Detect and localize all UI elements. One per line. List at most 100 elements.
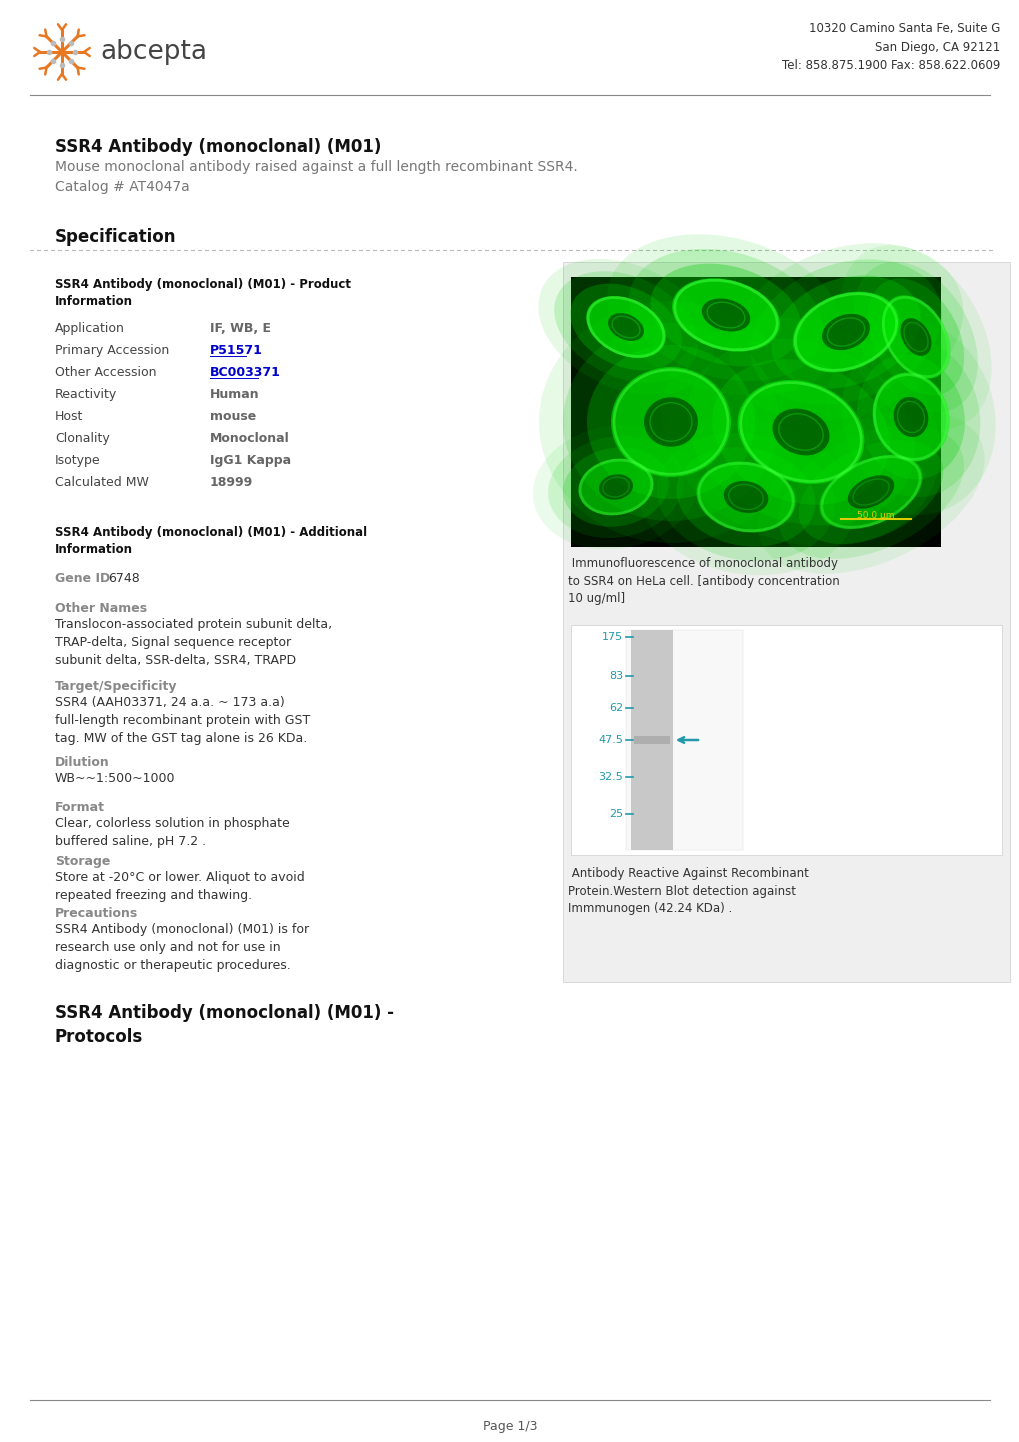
Ellipse shape [840,245,990,428]
Text: Store at -20°C or lower. Aliquot to avoid
repeated freezing and thawing.: Store at -20°C or lower. Aliquot to avoi… [55,871,305,903]
Text: Primary Accession: Primary Accession [55,345,169,358]
Text: 62: 62 [608,702,623,712]
Text: Other Names: Other Names [55,601,147,614]
Ellipse shape [798,440,943,544]
Text: P51571: P51571 [210,345,263,358]
Text: Specification: Specification [55,228,176,247]
Ellipse shape [586,345,754,499]
Ellipse shape [562,323,779,521]
Text: Catalog # AT4047a: Catalog # AT4047a [55,180,190,195]
Text: Other Accession: Other Accession [55,366,156,379]
Ellipse shape [701,298,750,332]
Ellipse shape [737,381,863,485]
Bar [571,277,941,547]
Text: Isotype: Isotype [55,454,101,467]
Ellipse shape [867,278,963,395]
Text: mouse: mouse [210,410,256,423]
Text: Gene ID: Gene ID [55,572,110,585]
Ellipse shape [676,447,814,547]
Ellipse shape [792,291,899,372]
Text: abcepta: abcepta [100,39,207,65]
Text: Application: Application [55,322,124,335]
Ellipse shape [672,278,780,352]
Text: WB~~1:500~1000: WB~~1:500~1000 [55,771,175,784]
Text: Antibody Reactive Against Recombinant
Protein.Western Blot detection against
Imm: Antibody Reactive Against Recombinant Pr… [568,867,808,916]
Text: Translocon-associated protein subunit delta,
TRAP-delta, Signal sequence recepto: Translocon-associated protein subunit de… [55,619,332,668]
Text: 6748: 6748 [108,572,140,585]
Text: Human: Human [210,388,260,401]
Text: Storage: Storage [55,855,110,868]
Text: 18999: 18999 [210,476,253,489]
Text: Target/Specificity: Target/Specificity [55,681,177,694]
Text: 32.5: 32.5 [598,771,623,782]
Text: 50.0 µm: 50.0 µm [856,510,894,521]
Text: Calculated MW: Calculated MW [55,476,149,489]
Ellipse shape [607,234,844,395]
Ellipse shape [893,397,927,437]
Text: Reactivity: Reactivity [55,388,117,401]
Text: Clonality: Clonality [55,433,110,446]
Ellipse shape [570,284,681,371]
Ellipse shape [722,482,767,513]
Text: Precautions: Precautions [55,907,139,920]
Text: Dilution: Dilution [55,756,110,769]
Ellipse shape [825,319,995,515]
Text: 10320 Camino Santa Fe, Suite G
San Diego, CA 92121
Tel: 858.875.1900 Fax: 858.62: 10320 Camino Santa Fe, Suite G San Diego… [781,22,999,72]
Text: 175: 175 [601,632,623,642]
Bar [634,735,669,744]
Bar [626,630,742,849]
Ellipse shape [562,447,668,526]
Ellipse shape [880,296,950,379]
Text: Immunofluorescence of monoclonal antibody
to SSR4 on HeLa cell. [antibody concen: Immunofluorescence of monoclonal antibod… [568,557,839,606]
Ellipse shape [771,408,828,456]
Ellipse shape [728,244,962,421]
Ellipse shape [553,271,697,382]
Text: 83: 83 [608,671,623,681]
Ellipse shape [607,313,643,340]
Text: Format: Format [55,800,105,813]
Ellipse shape [650,264,801,366]
Bar [631,630,673,849]
Ellipse shape [711,359,889,505]
Ellipse shape [696,461,795,532]
Ellipse shape [853,262,977,412]
Ellipse shape [818,454,922,529]
Text: SSR4 Antibody (monoclonal) (M01) is for
research use only and not for use in
dia: SSR4 Antibody (monoclonal) (M01) is for … [55,923,309,972]
Ellipse shape [900,319,930,356]
Ellipse shape [538,301,802,544]
Ellipse shape [656,433,835,561]
Text: Mouse monoclonal antibody raised against a full length recombinant SSR4.: Mouse monoclonal antibody raised against… [55,160,577,174]
Ellipse shape [629,249,822,381]
Ellipse shape [871,372,949,461]
Text: BC003371: BC003371 [210,366,280,379]
Ellipse shape [660,317,940,547]
Ellipse shape [821,314,869,350]
Ellipse shape [578,459,653,515]
Ellipse shape [533,424,698,549]
Text: IF, WB, E: IF, WB, E [210,322,271,335]
Text: 47.5: 47.5 [597,735,623,746]
Text: SSR4 Antibody (monoclonal) (M01): SSR4 Antibody (monoclonal) (M01) [55,138,381,156]
Ellipse shape [686,339,914,525]
Bar [562,262,1009,982]
Ellipse shape [610,368,731,477]
Text: IgG1 Kappa: IgG1 Kappa [210,454,290,467]
Text: Monoclonal: Monoclonal [210,433,289,446]
Ellipse shape [856,355,964,479]
Ellipse shape [777,425,963,559]
Text: Page 1/3: Page 1/3 [482,1420,537,1433]
Text: Clear, colorless solution in phosphate
buffered saline, pH 7.2 .: Clear, colorless solution in phosphate b… [55,818,289,848]
Ellipse shape [547,435,684,538]
Ellipse shape [757,410,983,574]
Ellipse shape [586,296,665,358]
Bar [571,624,1001,855]
Ellipse shape [598,474,633,500]
Ellipse shape [636,418,854,575]
Text: SSR4 Antibody (monoclonal) (M01) - Product
Information: SSR4 Antibody (monoclonal) (M01) - Produ… [55,278,351,309]
Ellipse shape [841,337,979,497]
Text: 25: 25 [608,809,623,819]
Ellipse shape [847,476,894,509]
Ellipse shape [770,275,920,388]
Ellipse shape [749,260,941,405]
Text: SSR4 Antibody (monoclonal) (M01) -
Protocols: SSR4 Antibody (monoclonal) (M01) - Proto… [55,1004,393,1045]
